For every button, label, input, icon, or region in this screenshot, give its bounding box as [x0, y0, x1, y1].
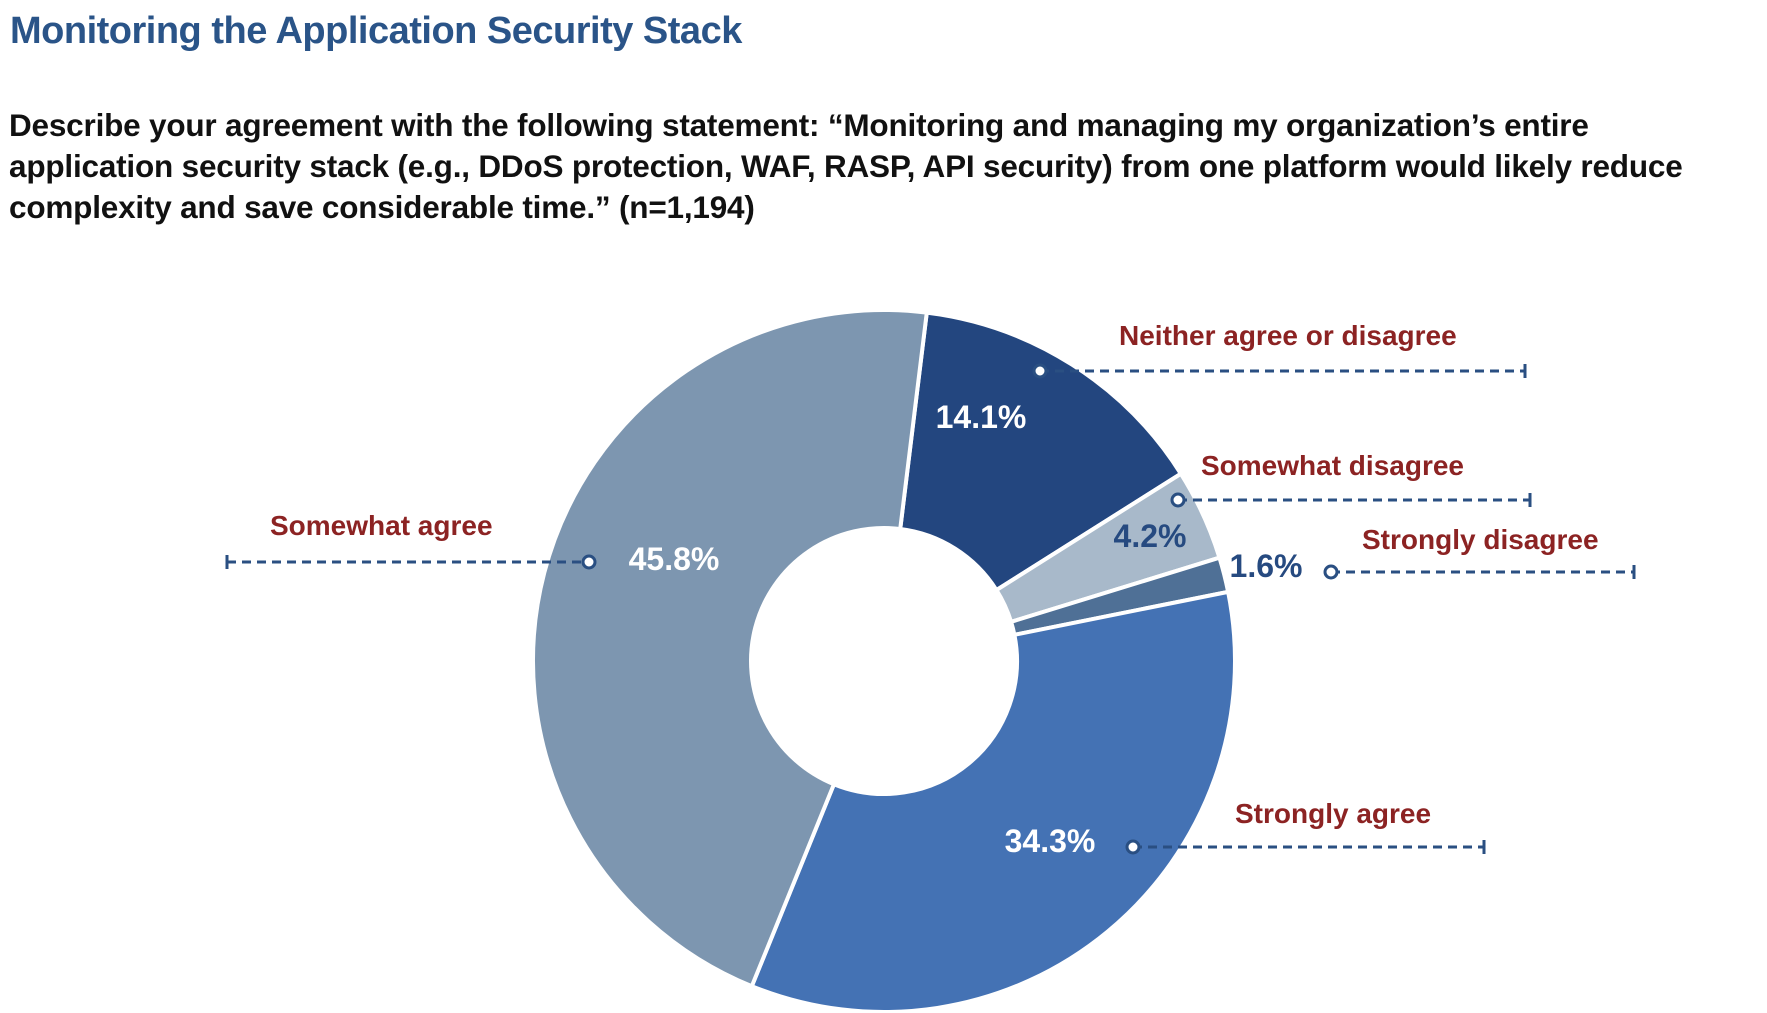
category-label-strongly-disagree: Strongly disagree: [1362, 524, 1599, 555]
leader-dot: [1032, 363, 1048, 379]
data-label-somewhat-agree: 45.8%: [629, 541, 720, 577]
category-label-neither-agree-or-disagree: Neither agree or disagree: [1119, 320, 1457, 351]
leader-dot: [581, 554, 597, 570]
leader-dot: [1170, 492, 1186, 508]
slice-neither-agree-or-disagree: [897, 310, 1184, 593]
slice-somewhat-agree: [531, 308, 930, 989]
data-label-strongly-disagree: 1.6%: [1230, 548, 1303, 584]
category-label-strongly-agree: Strongly agree: [1235, 798, 1431, 829]
category-label-somewhat-disagree: Somewhat disagree: [1201, 450, 1464, 481]
data-label-strongly-agree: 34.3%: [1005, 823, 1096, 859]
data-label-somewhat-disagree: 4.2%: [1114, 518, 1187, 554]
chart-title: Monitoring the Application Security Stac…: [10, 10, 742, 52]
slice-strongly-agree: [749, 589, 1237, 1013]
data-label-neither-agree-or-disagree: 14.1%: [936, 399, 1027, 435]
category-label-somewhat-agree: Somewhat agree: [270, 510, 493, 541]
survey-question: Describe your agreement with the followi…: [9, 107, 1683, 225]
leader-dot: [1125, 839, 1141, 855]
leader-dot: [1323, 564, 1339, 580]
